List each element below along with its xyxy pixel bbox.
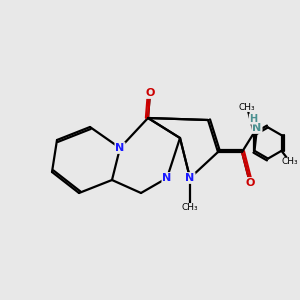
- Text: O: O: [145, 88, 155, 98]
- Text: N: N: [185, 173, 195, 183]
- Text: CH₃: CH₃: [282, 158, 298, 166]
- Text: N: N: [252, 123, 262, 133]
- Text: H: H: [249, 114, 257, 124]
- Text: N: N: [162, 173, 172, 183]
- Text: O: O: [245, 178, 255, 188]
- Text: N: N: [116, 143, 124, 153]
- Text: CH₃: CH₃: [182, 203, 198, 212]
- Text: CH₃: CH₃: [239, 103, 255, 112]
